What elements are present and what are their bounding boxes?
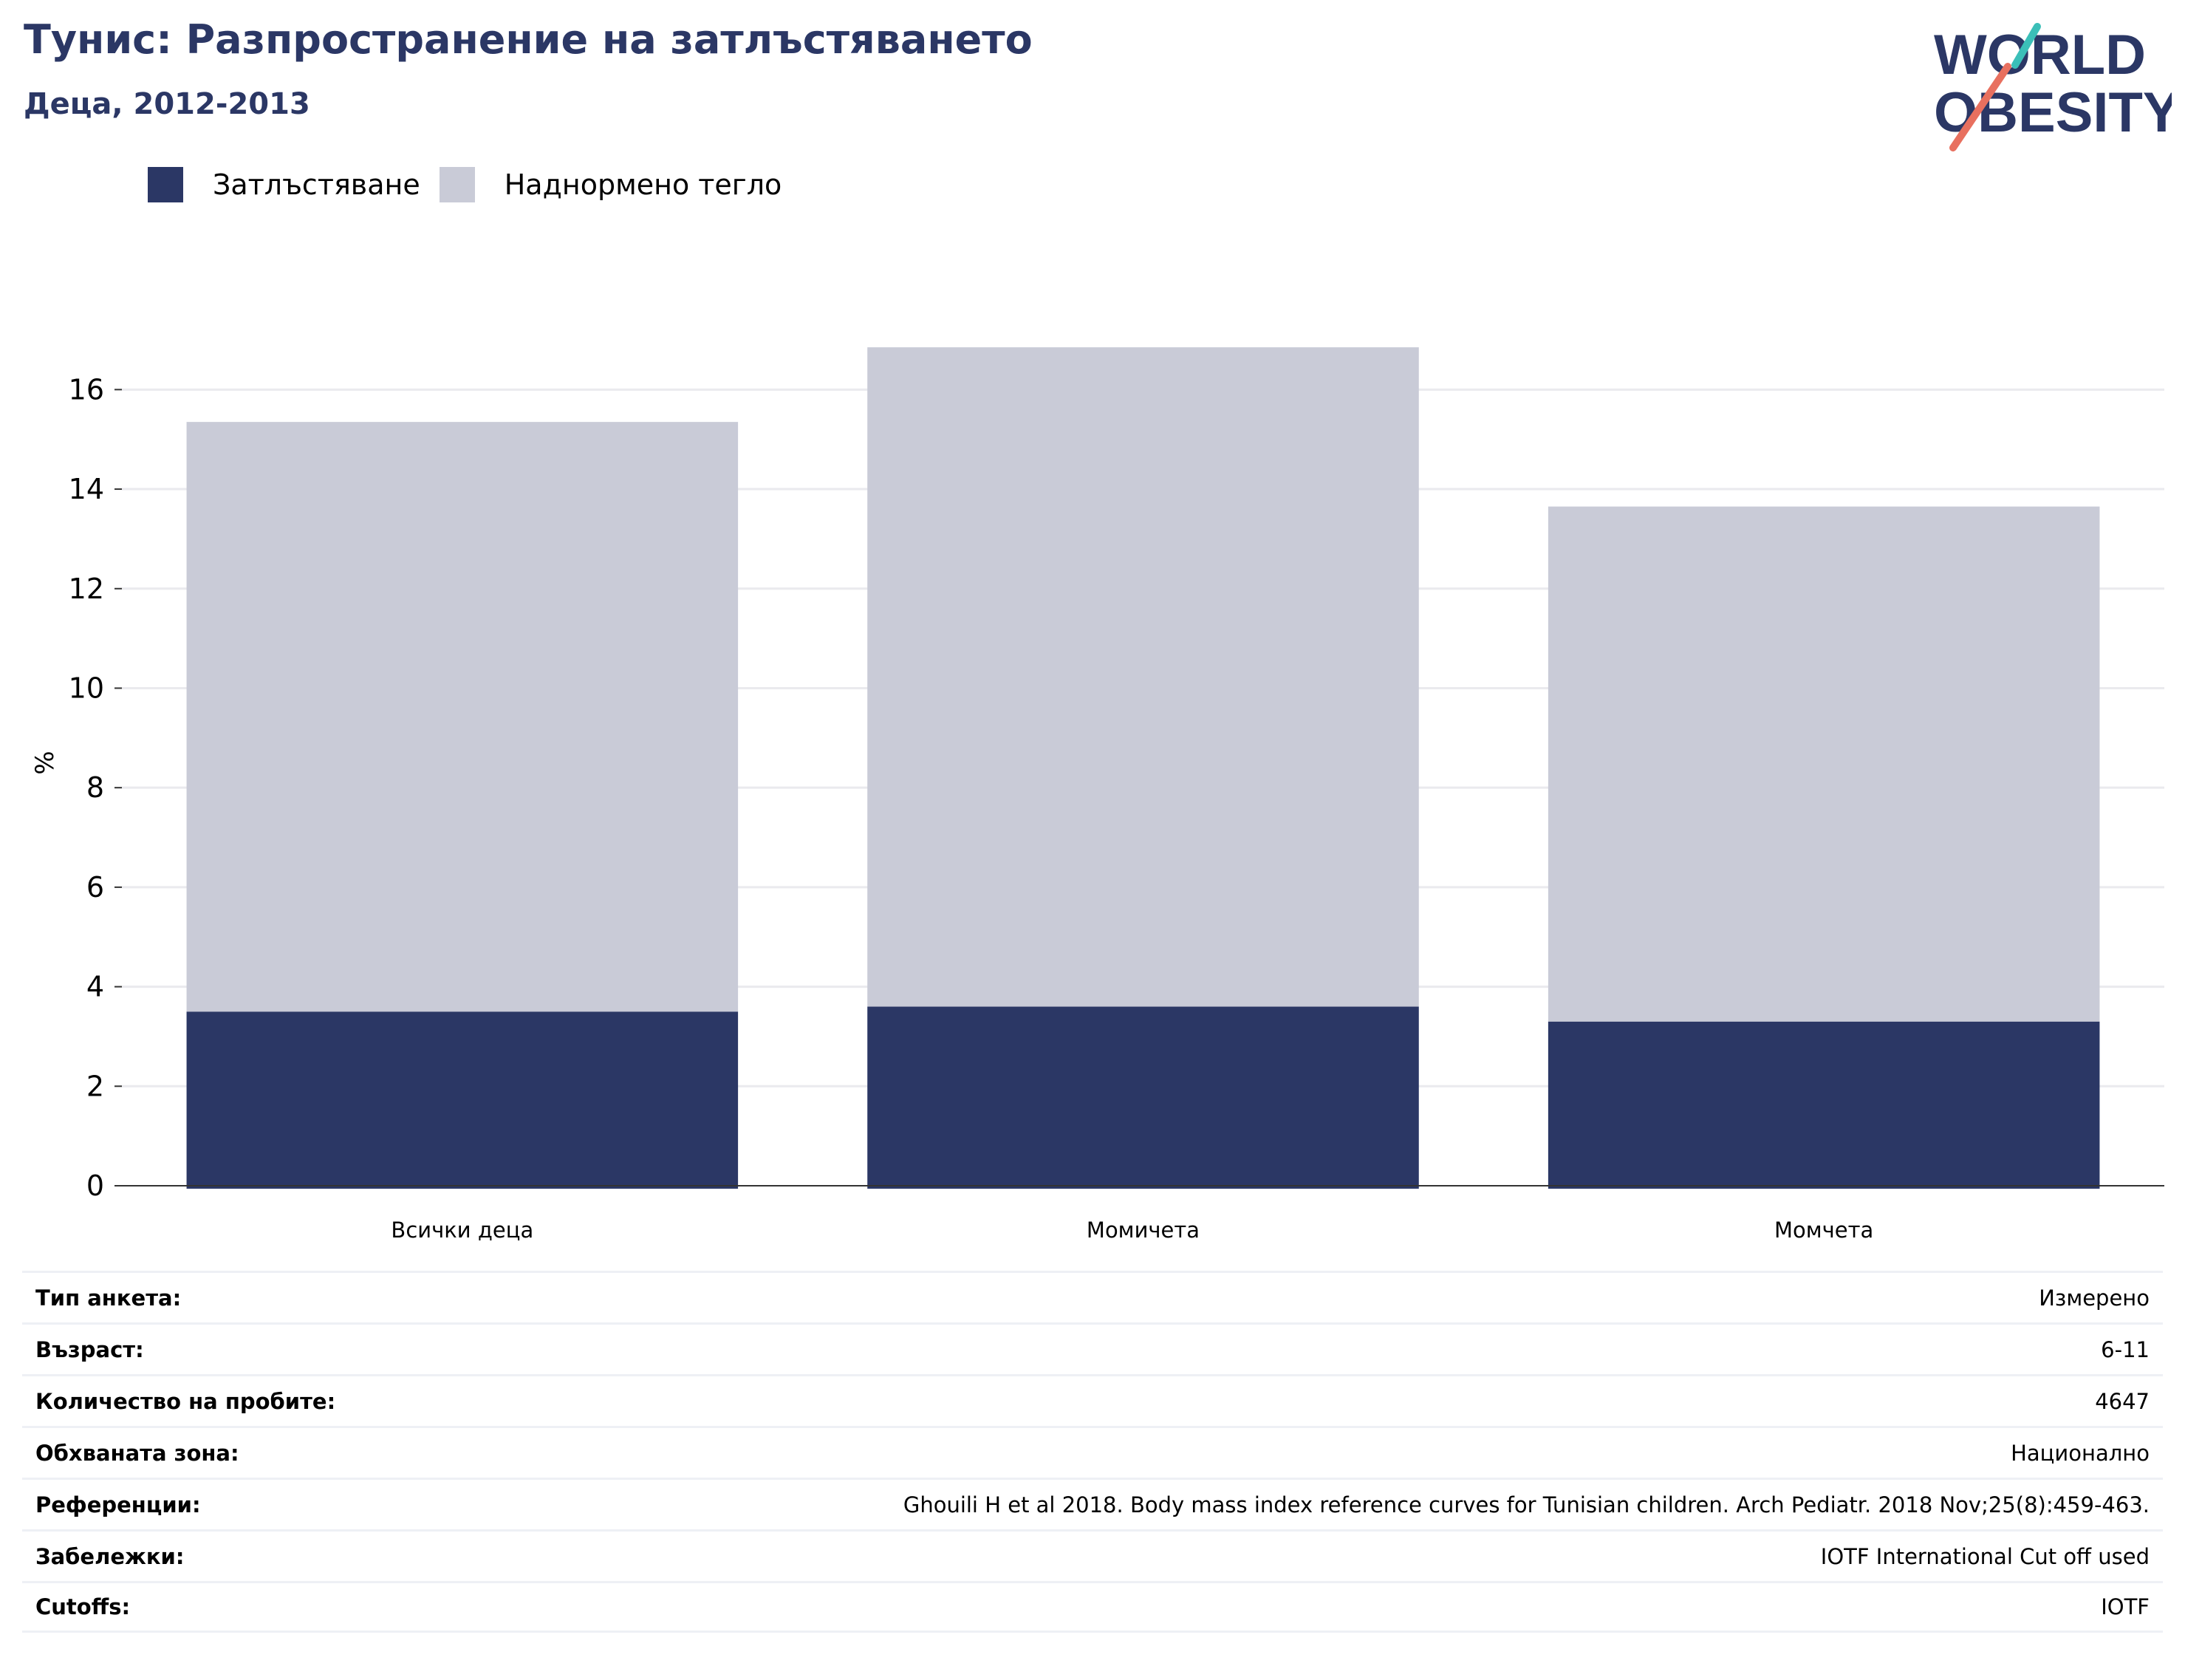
info-row: Забележки: IOTF International Cut off use… [22, 1529, 2163, 1581]
y-tick-label: 4 [86, 971, 104, 1003]
info-key: Тип анкета: [35, 1285, 182, 1311]
legend-label-overweight: Наднормено тегло [504, 168, 782, 201]
y-tick-label: 6 [86, 871, 104, 904]
chart-legend: Затлъстяване Наднормено тегло [148, 167, 801, 202]
bar-overweight [186, 422, 739, 1012]
legend-label-obesity: Затлъстяване [213, 168, 420, 201]
info-key: Количество на пробите: [35, 1388, 336, 1414]
info-value: Измерено [2039, 1285, 2150, 1311]
logo-line2: OBESITY [1934, 81, 2172, 144]
y-axis-label: % [30, 751, 60, 774]
info-row: Обхваната зона: Национално [22, 1426, 2163, 1478]
stacked-bar-chart: 0 2 4 6 8 10 12 14 16% Всички деца Момичета Момчета [30, 347, 2164, 1241]
bar-overweight [867, 347, 1419, 1007]
info-value: 4647 [2095, 1388, 2150, 1414]
info-key: Забележки: [35, 1543, 185, 1569]
bar-obesity [1548, 1021, 2100, 1189]
legend-item-obesity[interactable]: Затлъстяване [148, 167, 420, 202]
bar-obesity [867, 1006, 1419, 1189]
info-row: Референции: Ghouili H et al 2018. Body ma… [22, 1478, 2163, 1529]
legend-item-overweight[interactable]: Наднормено тегло [439, 167, 782, 202]
bar-overweight [1548, 506, 2100, 1022]
y-tick-label: 14 [69, 473, 104, 505]
info-key: Референции: [35, 1492, 201, 1517]
logo-line1: WORLD [1934, 24, 2146, 86]
x-tick-label: Момичета [1087, 1218, 1200, 1241]
info-value: Ghouili H et al 2018. Body mass index re… [903, 1492, 2150, 1517]
logo-slash-teal [2011, 23, 2041, 69]
info-row: Възраст: 6-11 [22, 1322, 2163, 1374]
legend-swatch-obesity [148, 167, 183, 202]
info-row: Тип анкета: Измерено [22, 1271, 2163, 1322]
info-value: Национално [2011, 1440, 2150, 1466]
y-tick-label: 16 [69, 373, 104, 406]
info-key: Възраст: [35, 1336, 144, 1362]
survey-info-table: Тип анкета: Измерено Възраст: 6-11 Количеств… [22, 1271, 2163, 1633]
info-value: IOTF [2101, 1594, 2150, 1619]
info-value: IOTF International Cut off used [1820, 1543, 2150, 1569]
bar-obesity [186, 1011, 739, 1189]
info-row: Cutoffs: IOTF [22, 1581, 2163, 1633]
y-tick-label: 2 [86, 1070, 104, 1102]
info-value: 6-11 [2101, 1336, 2150, 1362]
y-tick-label: 10 [69, 672, 104, 704]
x-tick-label: Момчета [1774, 1218, 1873, 1241]
info-key: Обхваната зона: [35, 1440, 239, 1466]
logo-slash-coral [1949, 63, 2011, 151]
y-tick-label: 12 [69, 573, 104, 605]
x-tick-label: Всички деца [391, 1218, 533, 1241]
y-tick-label: 8 [86, 771, 104, 804]
legend-swatch-overweight [439, 167, 475, 202]
world-obesity-logo: WORLD OBESITY [1934, 23, 2172, 151]
chart-title: Тунис: Разпространение на затлъстяването [24, 16, 1033, 63]
info-key: Cutoffs: [35, 1594, 131, 1619]
chart-subtitle: Деца, 2012-2013 [24, 87, 310, 121]
info-row: Количество на пробите: 4647 [22, 1374, 2163, 1426]
y-tick-label: 0 [86, 1169, 104, 1202]
